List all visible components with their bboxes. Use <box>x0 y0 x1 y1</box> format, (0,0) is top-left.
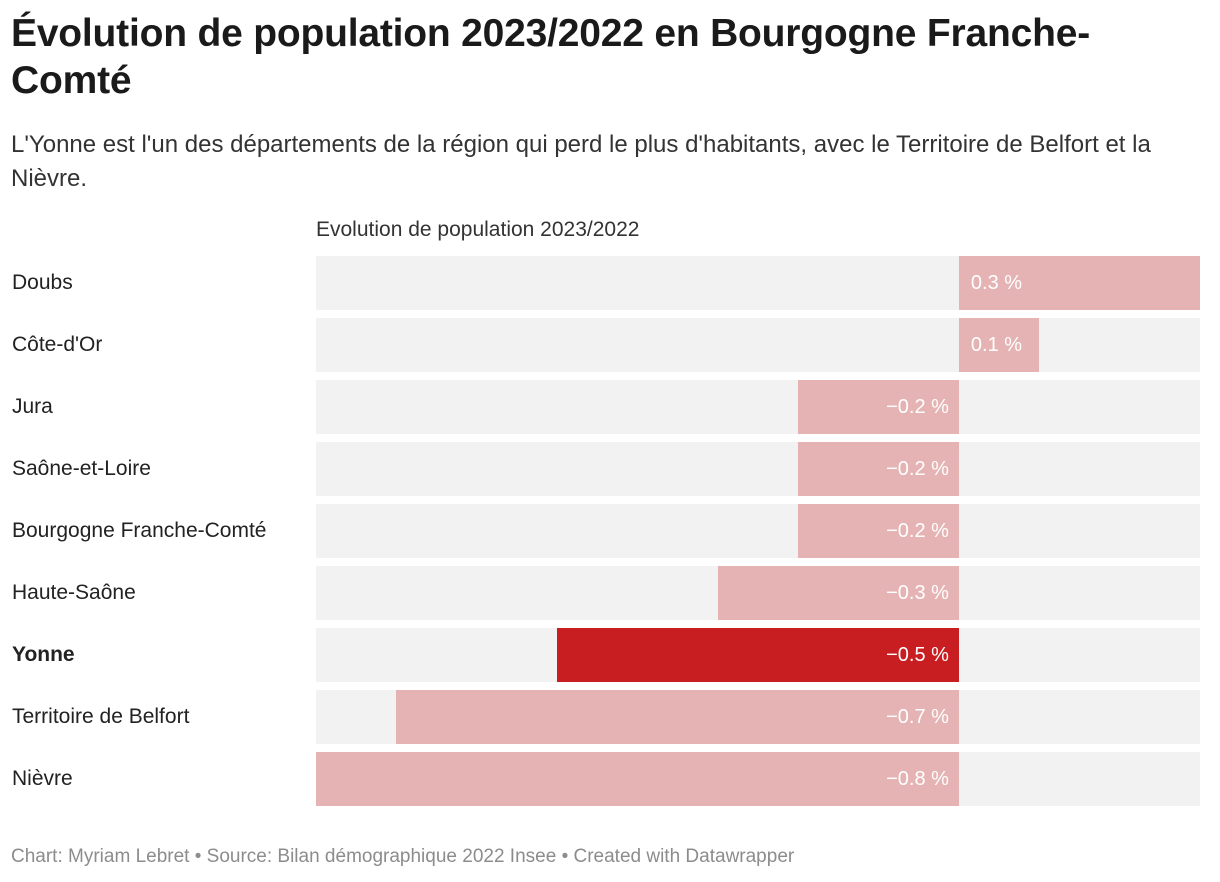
category-label: Saône-et-Loire <box>12 457 151 480</box>
chart-subtitle: L'Yonne est l'un des départements de la … <box>11 131 1151 192</box>
category-label: Nièvre <box>12 767 73 790</box>
bar-track <box>316 504 1200 558</box>
column-header: Evolution de population 2023/2022 <box>316 218 640 241</box>
bar <box>396 690 959 744</box>
bar-track <box>316 442 1200 496</box>
value-label: −0.5 % <box>886 644 949 666</box>
bar <box>798 504 959 558</box>
bar <box>958 318 1040 372</box>
category-label: Doubs <box>12 271 73 294</box>
bar <box>958 256 1200 310</box>
bar <box>798 380 959 434</box>
bar <box>557 628 959 682</box>
value-label: −0.8 % <box>886 768 949 790</box>
value-label: −0.2 % <box>886 458 949 480</box>
category-label: Jura <box>12 395 53 418</box>
chart-footer: Chart: Myriam Lebret • Source: Bilan dém… <box>11 846 795 867</box>
value-label: 0.3 % <box>970 272 1023 294</box>
category-label: Territoire de Belfort <box>12 705 190 728</box>
bar <box>316 752 959 806</box>
category-label: Bourgogne Franche-Comté <box>12 519 267 542</box>
bar-track <box>316 318 1200 372</box>
value-label: 0.1 % <box>970 334 1023 356</box>
value-label: −0.7 % <box>886 706 949 728</box>
category-label: Côte-d'Or <box>12 333 103 356</box>
value-label: −0.2 % <box>886 396 949 418</box>
bar <box>798 442 959 496</box>
chart-title: Évolution de population 2023/2022 en Bou… <box>11 12 1091 102</box>
bar-track <box>316 380 1200 434</box>
category-label: Yonne <box>12 643 75 666</box>
bar <box>717 566 959 620</box>
value-label: −0.2 % <box>886 520 949 542</box>
category-label: Haute-Saône <box>12 581 136 604</box>
value-label: −0.3 % <box>886 582 949 604</box>
